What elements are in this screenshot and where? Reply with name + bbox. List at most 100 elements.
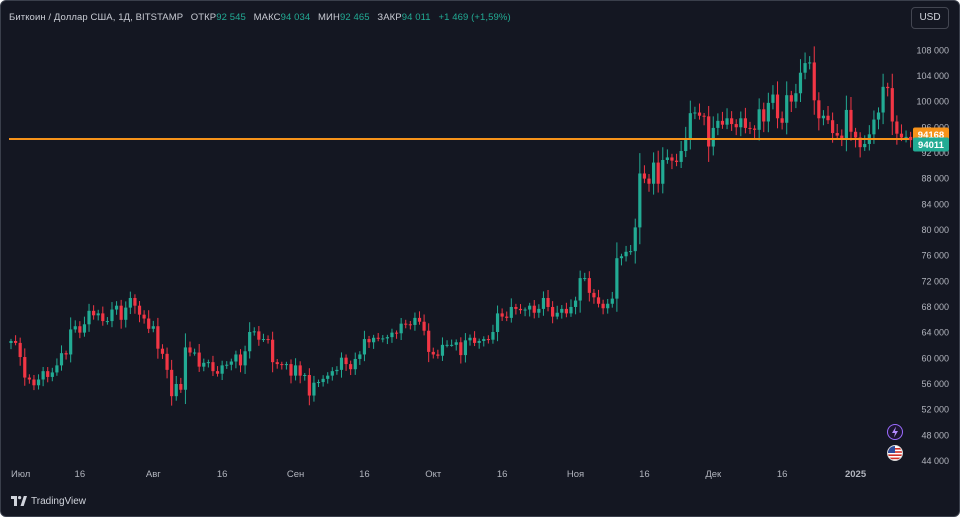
candle	[87, 303, 91, 332]
candle	[188, 341, 192, 357]
candle	[105, 317, 109, 325]
candle	[381, 335, 385, 343]
candle	[463, 333, 468, 363]
candle	[711, 116, 715, 156]
candle	[849, 96, 853, 141]
lightning-button[interactable]	[887, 424, 903, 440]
currency-button[interactable]: USD	[911, 7, 949, 29]
candle	[537, 304, 541, 318]
candle	[890, 73, 894, 136]
candle	[486, 335, 490, 344]
candle	[661, 147, 665, 194]
candle	[523, 307, 527, 317]
candle	[775, 81, 780, 129]
price-tick-label: 56 000	[921, 379, 949, 389]
candle	[137, 301, 142, 323]
candle	[468, 334, 472, 346]
candle	[367, 335, 371, 348]
candle	[789, 90, 793, 113]
price-tick-label: 76 000	[921, 251, 949, 261]
candle	[835, 124, 839, 139]
candle	[46, 367, 50, 383]
candle	[546, 289, 550, 312]
candle	[642, 165, 647, 184]
candle	[785, 81, 789, 135]
candle	[64, 350, 68, 360]
candle	[583, 272, 587, 282]
candle	[27, 374, 31, 384]
candle	[477, 338, 481, 349]
candle	[335, 366, 339, 375]
candles-group	[9, 46, 913, 406]
time-axis: Июл 16 Авг 16 Сен 16 Окт 16 Ноя 16 Дек 16 2025	[11, 469, 867, 480]
price-tick-label: 52 000	[921, 405, 949, 415]
candle	[417, 311, 422, 325]
candle	[748, 121, 752, 134]
candle	[13, 335, 18, 346]
candle	[596, 289, 601, 308]
candle	[362, 330, 367, 362]
candle	[762, 102, 766, 133]
candle	[491, 324, 495, 344]
candle	[720, 111, 725, 129]
candle	[215, 366, 220, 377]
candle	[555, 305, 559, 320]
candle	[771, 85, 775, 110]
candle	[505, 311, 509, 322]
symbol-title: Биткоин / Доллар США, 1Д, BITSTAMP	[9, 12, 184, 23]
candle	[408, 320, 412, 330]
price-tick-label: 72 000	[921, 276, 949, 286]
candle	[629, 244, 633, 255]
candle	[624, 245, 628, 262]
time-tick-label: Окт	[425, 469, 442, 480]
time-tick-label: 16	[75, 469, 86, 480]
candle	[349, 360, 353, 376]
candle	[248, 322, 252, 359]
candle	[344, 354, 348, 371]
price-tick-label: 44 000	[921, 456, 949, 466]
candle	[633, 218, 637, 264]
candle	[202, 358, 206, 372]
open-label: ОТКР	[190, 12, 217, 23]
candle	[238, 349, 243, 373]
candle	[638, 153, 642, 245]
candle	[142, 310, 146, 324]
close-value: 94 011	[401, 12, 431, 23]
us-flag-icon	[888, 446, 902, 460]
time-tick-label: 16	[777, 469, 788, 480]
candle	[275, 358, 279, 369]
tradingview-logo[interactable]: TradingView	[11, 493, 86, 509]
candle	[394, 330, 399, 339]
time-tick-label: Дек	[705, 469, 722, 480]
candle	[257, 326, 261, 346]
candle	[413, 312, 417, 331]
candle	[730, 111, 734, 131]
candle	[794, 83, 798, 109]
high-label: МАКС	[253, 12, 281, 23]
time-tick-label: Авг	[146, 469, 161, 480]
flag-button[interactable]	[887, 445, 903, 461]
candle	[743, 107, 747, 134]
time-tick-label: 16	[639, 469, 650, 480]
price-tick-label: 80 000	[921, 225, 949, 235]
candle	[114, 301, 119, 315]
candle	[128, 291, 132, 315]
candle	[674, 153, 679, 167]
candle	[32, 374, 36, 391]
candle	[376, 333, 380, 342]
candle	[560, 305, 564, 319]
candle	[757, 98, 761, 141]
price-tick-label: 88 000	[921, 174, 949, 184]
candle	[69, 317, 73, 363]
candle	[684, 126, 688, 158]
candle	[307, 368, 311, 406]
candle	[229, 358, 233, 371]
high-value: 94 034	[280, 12, 311, 23]
candle	[59, 345, 64, 371]
candle	[863, 135, 867, 151]
candle	[55, 358, 59, 376]
candle	[454, 339, 458, 351]
price-tick-label: 48 000	[921, 430, 949, 440]
